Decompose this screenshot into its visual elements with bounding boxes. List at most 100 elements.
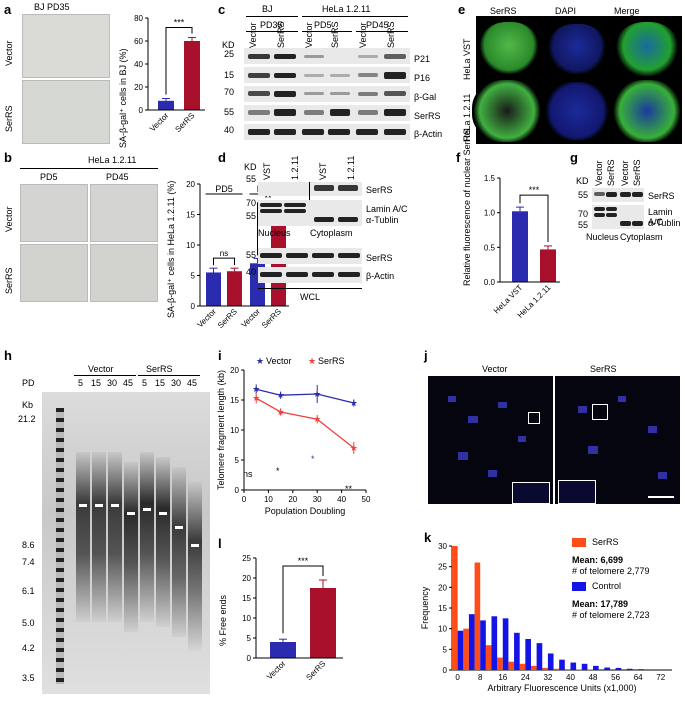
- panel-b-ytick-label-0: 0: [191, 302, 196, 311]
- panel-h-kb-21: 21.2: [18, 414, 36, 424]
- panel-c-band-serrs: SerRS: [414, 111, 441, 121]
- panel-g-band-serrs: SerRS: [648, 191, 675, 201]
- panel-b-micrograph-vector-pd45: [90, 184, 158, 242]
- panel-l-xlabel-0: Vector: [265, 659, 288, 682]
- panel-k-xtick-label-3: 24: [521, 673, 530, 682]
- panel-d-band-bactin: β-Actin: [366, 271, 395, 281]
- panel-i-chart: 0 10 20 30 40 50 0 5 10 15 20 Population Doubling Te…: [216, 356, 371, 516]
- panel-c-kd-25: 25: [224, 49, 235, 59]
- panel-k-xtick-label-0: 0: [455, 673, 460, 682]
- panel-c-kd-15: 15: [224, 70, 235, 80]
- panel-k-xtick-label-2: 16: [498, 673, 507, 682]
- panel-h-kb-61: 6.1: [22, 586, 35, 596]
- panel-c-line-hela: [302, 16, 408, 17]
- panel-f-ytick-label-3: 1.5: [484, 174, 496, 183]
- panel-j-images: [428, 376, 680, 504]
- panel-g-kd-label: KD: [576, 176, 589, 186]
- panel-k-xtick-label-8: 64: [634, 673, 643, 682]
- panel-k-bar-1-15: [626, 668, 633, 670]
- panel-a-xlabel-1: SerRS: [173, 111, 196, 134]
- panel-label-e: e: [458, 2, 466, 17]
- panel-i-ytick-label-3: 15: [230, 396, 239, 405]
- panel-l-xlabel-1: SerRS: [304, 659, 327, 682]
- panel-k-xtick-label-1: 8: [478, 673, 483, 682]
- panel-g-blot: [592, 188, 644, 230]
- panel-b-sig-bracket-ns: [213, 257, 235, 266]
- panel-i-point-1-0: ★: [252, 393, 260, 403]
- panel-k-chart: 0 5 10 15 20 25 30 0 8 16 24 32 40 48 56 64 72 Arbitrary …: [420, 542, 672, 693]
- panel-a-bar-0: [158, 100, 174, 110]
- panel-d-band-lamin: Lamin A/C: [366, 204, 408, 214]
- panel-i-point-0-1: ★: [277, 390, 285, 400]
- panel-k-ytick-label-0: 0: [443, 666, 448, 675]
- panel-c-lane-5: Vector: [358, 22, 368, 48]
- panel-a-row-serrs: SerRS: [4, 105, 14, 132]
- panel-a-header: BJ PD35: [34, 2, 70, 12]
- panel-g-band-lamin: Lamin A/C: [648, 207, 673, 227]
- panel-i-annot-1: *: [276, 466, 280, 476]
- panel-d-kd-55b: 55: [246, 211, 257, 221]
- panel-f-bar-1: [540, 249, 556, 282]
- panel-k-bar-1-11: [581, 663, 588, 670]
- panel-label-h: h: [4, 348, 12, 363]
- panel-b-ytick-label-1: 5: [191, 272, 196, 281]
- panel-i-annot-ns: ns: [243, 469, 253, 479]
- panel-d-blot-top: [258, 182, 362, 226]
- panel-k-legend-serrs-swatch: [572, 538, 586, 547]
- panel-i-line-1: [255, 397, 355, 449]
- panel-h-line-vector: [74, 375, 136, 376]
- panel-h-kb-35: 3.5: [22, 673, 35, 683]
- panel-k-bar-0-4: [497, 657, 503, 670]
- panel-c-kd-70: 70: [224, 87, 235, 97]
- panel-h-pd-label: PD: [22, 378, 35, 388]
- panel-b-ytick-label-2: 10: [186, 241, 195, 250]
- panel-k-ytick-label-4: 20: [438, 583, 447, 592]
- panel-k-bar-0-9: [553, 668, 560, 670]
- panel-b-xlabel-2: Vector: [240, 307, 263, 330]
- panel-i-line-0: [256, 388, 354, 404]
- panel-k-legend-control: Control: [592, 581, 622, 591]
- panel-d-kd-40: 40: [246, 267, 257, 277]
- panel-c-group-bj: BJ: [262, 4, 273, 14]
- panel-c-kd-55: 55: [224, 107, 235, 117]
- panel-h-lane-4: 45: [123, 378, 134, 388]
- panel-a-sig-bracket: [165, 27, 193, 95]
- panel-l-ytick-label-3: 15: [242, 594, 251, 603]
- panel-c-line-pd45: [356, 31, 408, 32]
- panel-k-legend-control-mean: Mean: 17,789: [572, 599, 629, 609]
- panel-f-sig-bracket: [519, 194, 549, 242]
- panel-h-lane-5: 5: [142, 378, 148, 388]
- panel-label-f: f: [456, 150, 461, 165]
- panel-c-line-bj: [246, 16, 298, 17]
- panel-g-lane-4: SerRS: [632, 159, 642, 186]
- panel-d-band-tublin: α-Tublin: [366, 215, 399, 225]
- panel-a-ytick-label-2: 40: [134, 60, 143, 69]
- panel-k-bar-1-13: [604, 667, 610, 670]
- panel-k-bar-1-9: [559, 659, 565, 670]
- panel-h-lane-6: 15: [155, 378, 166, 388]
- panel-k-bar-1-7: [536, 643, 543, 670]
- panel-f-ytick-label-2: 1.0: [484, 209, 496, 218]
- panel-c-sub-pd45: PD45: [366, 20, 389, 30]
- panel-k-legend-control-swatch: [572, 582, 586, 591]
- panel-h-kb-label: Kb: [22, 400, 34, 410]
- panel-k-legend-serrs-mean: Mean: 6,699: [572, 555, 624, 565]
- panel-g-lane-2: SerRS: [606, 159, 616, 186]
- panel-f-ytick-label-1: 0.5: [484, 243, 496, 252]
- panel-k-ytick-label-5: 25: [438, 563, 447, 572]
- panel-e-images: [472, 16, 682, 144]
- panel-i-point-0-3: ★: [350, 398, 358, 408]
- panel-i-xtick-label-2: 20: [288, 495, 297, 504]
- panel-k-bar-0-1: [463, 628, 469, 670]
- panel-label-c: c: [218, 2, 226, 17]
- panel-b-xlabel-0: Vector: [196, 307, 219, 330]
- panel-i-point-1-3: ★: [350, 443, 358, 453]
- panel-h-group-vector: Vector: [88, 364, 114, 374]
- panel-f-bar-0: [512, 211, 528, 282]
- panel-b-xlabel-3: SerRS: [260, 307, 283, 330]
- panel-label-d: d: [218, 150, 226, 165]
- panel-k-bar-1-0: [457, 630, 464, 670]
- panel-k-xtick-label-4: 32: [543, 673, 552, 682]
- panel-c-lane-6: SerRS: [386, 21, 396, 48]
- panel-d-lane-1: VST: [262, 162, 272, 180]
